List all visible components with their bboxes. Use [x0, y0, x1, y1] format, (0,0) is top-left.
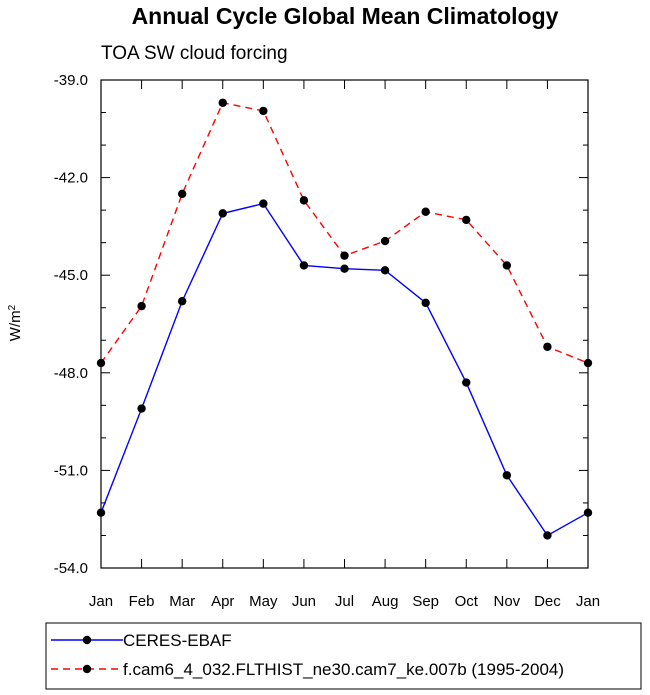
data-point [218, 209, 227, 218]
axis-tick-labels: Jan Feb Mar Apr May Jun Jul Aug Sep Oct Nov Dec Jan-… [54, 72, 600, 610]
y-axis-label-superscript: 2 [7, 304, 18, 310]
data-point [218, 98, 227, 107]
y-tick-label: -51.0 [54, 462, 88, 479]
x-tick-label: Jan [576, 593, 600, 610]
data-point [340, 264, 349, 273]
data-point [380, 266, 390, 275]
legend-label-2: f.cam6_4_032.FLTHIST_ne30.cam7_ke.007b (… [123, 660, 564, 679]
y-tick-label: -54.0 [54, 560, 88, 577]
data-point [96, 508, 106, 517]
x-tick-label: Dec [534, 593, 561, 610]
y-tick-label: -48.0 [54, 365, 88, 382]
x-tick-label: Oct [455, 593, 479, 610]
data-point [177, 297, 187, 306]
x-tick-label: Jan [89, 593, 113, 610]
data-point [462, 378, 471, 387]
data-point [137, 404, 146, 413]
x-tick-label: Mar [169, 593, 195, 610]
chart-subtitle: TOA SW cloud forcing [101, 43, 288, 64]
data-point [259, 199, 268, 208]
data-point [259, 106, 268, 116]
legend-label-1: CERES-EBAF [123, 631, 232, 650]
data-point [462, 215, 471, 225]
legend-marker-2 [82, 664, 92, 674]
data-point [137, 301, 146, 311]
data-point [421, 298, 430, 308]
data-point [543, 531, 552, 540]
x-tick-label: Nov [493, 593, 520, 610]
data-point [299, 261, 309, 270]
x-tick-label: Jun [292, 593, 316, 610]
data-series [96, 98, 593, 540]
data-point [502, 471, 512, 480]
y-tick-label: -42.0 [54, 170, 88, 187]
legend: CERES-EBAF f.cam6_4_032.FLTHIST_ne30.cam7… [51, 631, 564, 679]
chart-title: Annual Cycle Global Mean Climatology [132, 3, 559, 29]
axis-ticks [100, 79, 589, 569]
data-point [583, 358, 593, 368]
series-1 [96, 199, 593, 540]
data-point [299, 196, 309, 205]
data-point [340, 251, 349, 260]
x-tick-label: May [249, 593, 278, 610]
data-point [380, 236, 390, 246]
legend-box [45, 622, 642, 690]
x-tick-label: Feb [129, 593, 155, 610]
series-2 [96, 98, 593, 368]
y-axis-label-unit: W/m [7, 310, 24, 341]
x-tick-label: Aug [372, 593, 399, 610]
y-tick-label: -39.0 [54, 72, 88, 89]
data-point [543, 342, 552, 351]
x-tick-label: Apr [211, 593, 234, 610]
data-point [421, 207, 430, 216]
y-axis-label: W/m2 [7, 304, 24, 341]
x-tick-label: Sep [412, 593, 439, 610]
data-point [96, 358, 106, 368]
legend-marker-1 [82, 635, 92, 645]
data-point [583, 508, 593, 517]
data-point [502, 261, 512, 270]
data-point [177, 189, 187, 199]
x-tick-label: Jul [335, 593, 354, 610]
y-tick-label: -45.0 [54, 267, 88, 284]
